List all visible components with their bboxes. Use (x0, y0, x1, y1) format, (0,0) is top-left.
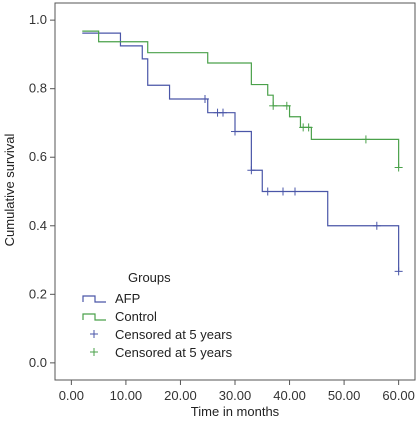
y-tick-label: 0.6 (29, 149, 47, 164)
y-tick-label: 0.8 (29, 81, 47, 96)
x-tick-label: 30.00 (219, 388, 252, 403)
legend-censor-swatch (90, 348, 98, 356)
legend-entry: Censored at 5 years (90, 327, 233, 342)
legend-swatch (82, 295, 106, 303)
x-tick-label: 50.00 (328, 388, 361, 403)
censor-mark-afp (279, 187, 287, 196)
y-axis: 0.0 0.2 0.4 0.6 0.8 1.0 (29, 12, 55, 370)
y-tick-label: 0.2 (29, 286, 47, 301)
censor-mark-afp (231, 127, 239, 136)
x-axis-title: Time in months (191, 404, 280, 419)
censor-mark-afp (219, 108, 227, 117)
y-tick-label: 1.0 (29, 12, 47, 27)
legend-label: Control (115, 309, 157, 324)
x-tick-label: 40.00 (273, 388, 306, 403)
censor-mark-afp (394, 267, 403, 276)
legend-swatch (82, 313, 106, 321)
censor-mark-afp (201, 94, 209, 103)
legend-label: AFP (115, 291, 140, 306)
censor-mark-afp (291, 187, 299, 196)
censor-mark-afp (372, 221, 381, 230)
legend-entry: Control (82, 309, 157, 324)
series-line-afp (82, 32, 400, 272)
censor-mark-control (394, 163, 403, 172)
series-layer (82, 30, 403, 276)
legend-label: Censored at 5 years (115, 345, 233, 360)
legend-title: Groups (128, 270, 171, 285)
y-tick-label: 0.4 (29, 218, 47, 233)
censor-mark-afp (247, 166, 256, 175)
y-tick-label: 0.0 (29, 355, 47, 370)
legend-label: Censored at 5 years (115, 327, 233, 342)
censor-mark-control (304, 123, 313, 132)
censor-mark-control (282, 101, 291, 110)
plot-frame (54, 2, 416, 381)
legend-entry: Censored at 5 years (90, 345, 233, 360)
censor-mark-control (269, 101, 278, 110)
censor-mark-control (361, 135, 370, 144)
x-tick-label: 10.00 (110, 388, 143, 403)
y-axis-title: Cumulative survival (2, 134, 17, 247)
legend: Groups AFP Control Censored at 5 years Censo… (82, 270, 233, 360)
x-tick-label: 0.00 (59, 388, 84, 403)
x-axis: 0.00 10.00 20.00 30.00 40.00 50.00 60.00 (59, 380, 415, 403)
legend-entry: AFP (82, 291, 140, 306)
x-tick-label: 60.00 (382, 388, 415, 403)
series-line-control (82, 30, 400, 168)
legend-censor-swatch (90, 330, 98, 338)
x-tick-label: 20.00 (164, 388, 197, 403)
censor-mark-afp (263, 187, 272, 196)
